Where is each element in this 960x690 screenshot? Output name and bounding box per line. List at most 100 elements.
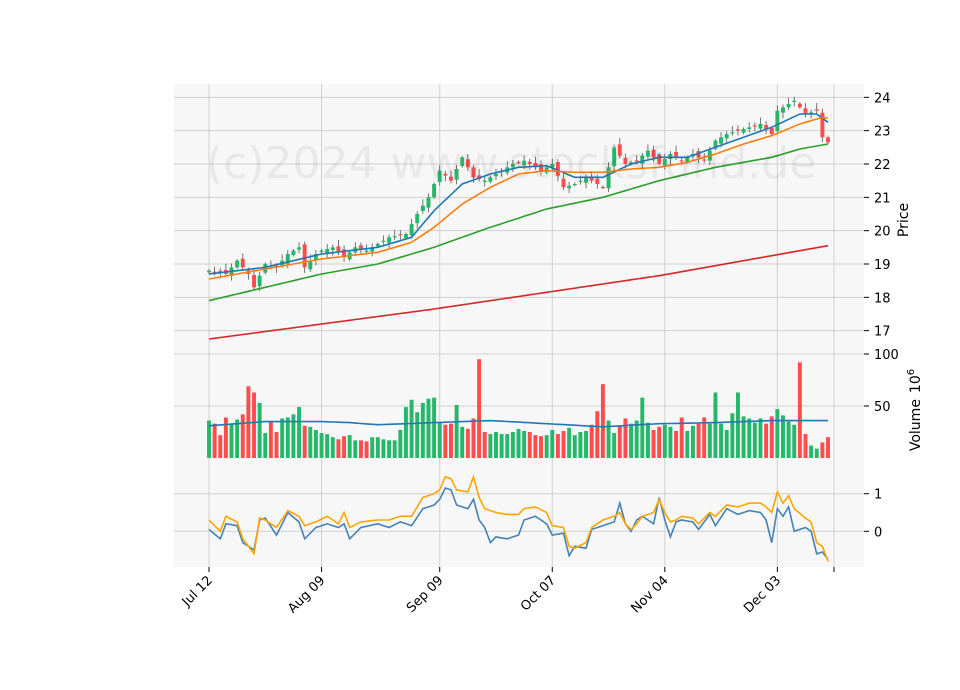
volume-average-line [208, 419, 828, 428]
candle-up [758, 124, 763, 129]
candle-up [308, 260, 313, 270]
volume-bar [741, 416, 746, 458]
candle-down [657, 154, 662, 164]
candle-down [752, 125, 757, 127]
volume-bar [809, 445, 814, 458]
x-tick-label: Jul 12 [179, 573, 216, 610]
watermark-text: (c)2024 www.stocksfund.de [206, 138, 816, 189]
candle-up [488, 177, 493, 182]
volume-bar [567, 427, 572, 458]
moving-average-line-2 [208, 116, 829, 280]
volume-bar [533, 435, 538, 458]
volume-bar [612, 433, 617, 458]
candle-down [797, 103, 802, 108]
volume-bar [207, 420, 211, 458]
volume-bar [392, 440, 397, 458]
candle-down [533, 163, 538, 168]
candle-up [426, 197, 431, 208]
candle-up [629, 162, 634, 164]
volume-bar [690, 425, 695, 458]
candle-up [420, 205, 425, 211]
candle-up [381, 240, 386, 242]
volume-bar [499, 434, 504, 458]
candle-up [494, 174, 498, 177]
candle-down [212, 271, 217, 273]
volume-bar [634, 420, 639, 458]
moving-average-line-3 [208, 143, 829, 302]
moving-average-line-1 [208, 113, 829, 275]
oscillator-ytick-label: 1 [874, 488, 882, 503]
candle-up [375, 244, 380, 247]
volume-bar [584, 430, 588, 458]
candle-down [252, 275, 256, 288]
candle-up [437, 170, 442, 182]
price-panel: 17 18 19 20 21 22 23 24 [174, 84, 891, 354]
candle-down [561, 178, 566, 188]
price-ytick-label: 17 [874, 325, 891, 340]
candle-down [465, 159, 470, 168]
candle-down [336, 246, 341, 253]
volume-bar [263, 433, 268, 458]
volume-bar [342, 436, 347, 458]
price-ytick-label: 19 [874, 258, 891, 273]
volume-bar [696, 423, 701, 458]
candle-down [527, 161, 532, 164]
oscillator-line-2 [208, 474, 829, 562]
candle-down [555, 162, 560, 176]
volume-bar [488, 434, 493, 458]
volume-bar [471, 418, 476, 458]
volume-ytick-label: 50 [874, 400, 891, 415]
volume-bar [617, 425, 622, 458]
candle-up [578, 180, 583, 182]
candle-down [449, 176, 453, 181]
volume-bar [460, 426, 465, 458]
candle-up [482, 180, 487, 182]
price-ytick-label: 23 [874, 125, 891, 140]
volume-bar [510, 432, 515, 458]
candle-up [645, 150, 650, 157]
volume-bar [353, 440, 358, 458]
candle-up [291, 250, 296, 255]
candle-down [595, 178, 600, 184]
volume-bar [409, 399, 414, 458]
candle-up [640, 155, 645, 164]
candle-down [443, 173, 448, 176]
candle-up [313, 254, 318, 261]
candle-up [330, 247, 335, 250]
volume-bar [387, 440, 392, 458]
candle-up [510, 164, 515, 168]
volume-bar [578, 432, 583, 458]
candle-down [342, 249, 347, 258]
volume-bar [752, 422, 757, 458]
oscillator-panel: 01 [174, 458, 882, 567]
candle-up [713, 140, 718, 149]
candle-down [735, 129, 740, 131]
volume-bar [212, 423, 217, 458]
volume-bar [280, 418, 285, 458]
price-ytick-label: 18 [874, 291, 891, 306]
candle-down [516, 162, 521, 164]
candle-down [218, 270, 223, 273]
x-axis: Jul 12 Aug 09 Sep 09 Oct 07 Nov 04 Dec 03 [179, 567, 835, 616]
volume-bar [494, 432, 498, 458]
oscillator-ytick-label: 0 [874, 525, 882, 540]
candle-up [364, 250, 369, 252]
candle-down [358, 245, 363, 249]
candle-up [370, 247, 375, 252]
volume-bar [589, 424, 594, 458]
volume-bar [724, 429, 729, 458]
candle-up [792, 100, 797, 102]
candle-up [297, 247, 302, 250]
volume-bar [291, 414, 296, 458]
candle-down [600, 187, 605, 189]
volume-bar [313, 429, 318, 458]
volume-bar [358, 440, 363, 458]
volume-bar [814, 448, 819, 458]
candle-down [240, 258, 245, 268]
volume-bar [786, 421, 791, 458]
volume-bar [477, 359, 482, 458]
volume-bar [330, 437, 335, 458]
volume-bar [747, 418, 752, 458]
x-tick-label: Oct 07 [518, 573, 559, 614]
candle-down [634, 160, 639, 162]
